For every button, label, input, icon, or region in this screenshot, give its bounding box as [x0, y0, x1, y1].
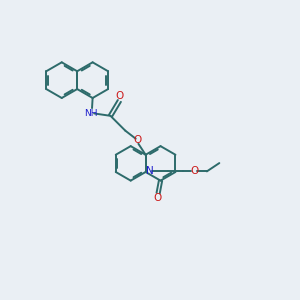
Text: O: O	[116, 91, 124, 101]
Text: NH: NH	[84, 109, 98, 118]
Text: N: N	[146, 167, 154, 176]
Text: O: O	[190, 167, 199, 176]
Text: O: O	[134, 135, 142, 145]
Text: O: O	[153, 193, 162, 203]
